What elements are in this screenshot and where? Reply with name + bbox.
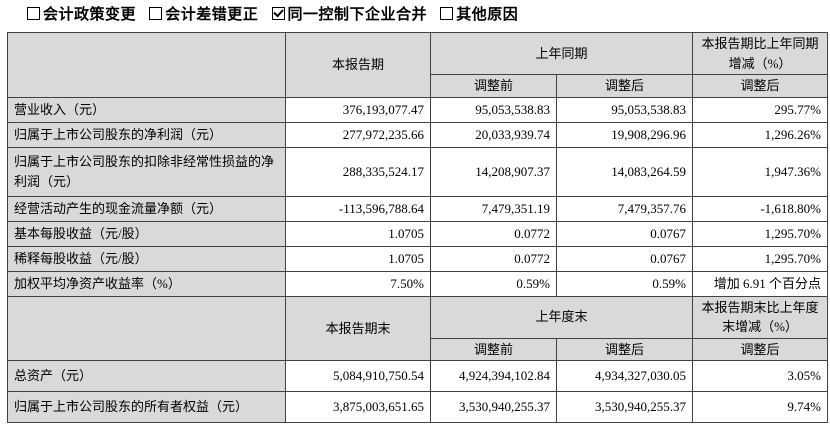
checkbox-label: 其他原因 xyxy=(456,7,519,23)
value-before-adjust: 0.59% xyxy=(430,270,557,297)
row-label: 基本每股收益（元/股） xyxy=(7,220,286,247)
table-row-basic-eps: 基本每股收益（元/股） 1.0705 0.0772 0.0767 1,295.7… xyxy=(7,220,829,247)
value-after-adjust: 0.0767 xyxy=(555,245,694,272)
checkbox-unchecked-icon xyxy=(440,7,454,20)
value-before-adjust: 0.0772 xyxy=(430,245,557,272)
value-current: 1.0705 xyxy=(285,245,431,272)
value-before-adjust: 7,479,351.19 xyxy=(430,195,557,222)
value-current: 7.50% xyxy=(285,270,431,297)
table-row-net-profit: 归属于上市公司股东的净利润（元） 277,972,235.66 20,033,9… xyxy=(7,121,829,148)
row-label: 经营活动产生的现金流量净额（元） xyxy=(7,195,286,222)
value-change: 3.05% xyxy=(692,360,829,392)
header-before-adjust: 调整前 xyxy=(430,337,557,361)
value-before-adjust: 20,033,939.74 xyxy=(430,121,557,148)
row-label: 总资产（元） xyxy=(7,360,286,392)
checkbox-item-error-correction: 会计差错更正 xyxy=(149,7,258,23)
value-after-adjust: 14,083,264.59 xyxy=(555,146,694,197)
table-row-revenue: 营业收入（元） 376,193,077.47 95,053,538.83 95,… xyxy=(7,96,829,123)
row-label: 营业收入（元） xyxy=(7,96,286,123)
header-before-adjust: 调整前 xyxy=(430,74,557,98)
value-before-adjust: 14,208,907.37 xyxy=(430,146,557,197)
header-current-period-end: 本报告期末 xyxy=(285,295,431,361)
value-change: -1,618.80% xyxy=(692,195,829,222)
header-change-pct: 本报告期比上年同期增减（%） xyxy=(692,32,829,75)
header-after-adjust: 调整后 xyxy=(555,337,694,361)
value-current: 3,875,003,651.65 xyxy=(285,391,431,423)
checkbox-label: 同一控制下企业合并 xyxy=(287,7,428,23)
value-after-adjust: 7,479,357.76 xyxy=(555,195,694,222)
value-before-adjust: 95,053,538.83 xyxy=(430,96,557,123)
header-change-after-adjust: 调整后 xyxy=(692,337,829,361)
checkbox-item-other-reason: 其他原因 xyxy=(440,7,518,23)
value-after-adjust: 19,908,296.96 xyxy=(555,121,694,148)
value-current: 1.0705 xyxy=(285,220,431,247)
row-label: 归属于上市公司股东的净利润（元） xyxy=(7,121,286,148)
header-corner-cell xyxy=(7,32,286,98)
row-label: 归属于上市公司股东的所有者权益（元） xyxy=(7,391,286,423)
table-row-total-assets: 总资产（元） 5,084,910,750.54 4,924,394,102.84… xyxy=(7,360,829,392)
checkbox-item-common-control-merger: 同一控制下企业合并 xyxy=(271,7,428,23)
table-row-weighted-avg-roe: 加权平均净资产收益率（%） 7.50% 0.59% 0.59% 增加 6.91 … xyxy=(7,270,829,297)
value-after-adjust: 95,053,538.83 xyxy=(555,96,694,123)
value-after-adjust: 4,934,327,030.05 xyxy=(555,360,694,392)
checkbox-unchecked-icon xyxy=(149,7,163,20)
header-corner-cell xyxy=(7,295,286,361)
checkbox-label: 会计政策变更 xyxy=(43,7,137,23)
value-change: 9.74% xyxy=(692,391,829,423)
value-change: 1,296.26% xyxy=(692,121,829,148)
value-after-adjust: 3,530,940,255.37 xyxy=(555,391,694,423)
checkbox-item-policy-change: 会计政策变更 xyxy=(27,7,136,23)
table-row-diluted-eps: 稀释每股收益（元/股） 1.0705 0.0772 0.0767 1,295.7… xyxy=(7,245,829,272)
value-change: 增加 6.91 个百分点 xyxy=(692,270,829,297)
value-change: 1,295.70% xyxy=(692,220,829,247)
checkbox-label: 会计差错更正 xyxy=(165,7,259,23)
header-after-adjust: 调整后 xyxy=(555,74,694,98)
table-row-net-profit-excl-nonrecurring: 归属于上市公司股东的扣除非经常性损益的净利润（元） 288,335,524.17… xyxy=(7,146,829,197)
value-after-adjust: 0.0767 xyxy=(555,220,694,247)
table-row-operating-cash-flow: 经营活动产生的现金流量净额（元） -113,596,788.64 7,479,3… xyxy=(7,195,829,222)
value-before-adjust: 0.0772 xyxy=(430,220,557,247)
value-current: 5,084,910,750.54 xyxy=(285,360,431,392)
checkbox-checked-icon xyxy=(271,7,285,20)
row-label: 归属于上市公司股东的扣除非经常性损益的净利润（元） xyxy=(7,146,286,197)
header-prior-period: 上年同期 xyxy=(429,32,694,75)
value-before-adjust: 3,530,940,255.37 xyxy=(430,391,557,423)
header-change-after-adjust: 调整后 xyxy=(692,74,829,98)
checkbox-unchecked-icon xyxy=(27,7,40,20)
accounting-change-checkbox-row: 会计政策变更 会计差错更正 同一控制下企业合并 其他原因 xyxy=(27,3,830,24)
value-change: 1,295.70% xyxy=(692,245,829,272)
value-current: 376,193,077.47 xyxy=(285,96,431,123)
header-prior-year-end: 上年度末 xyxy=(429,295,694,339)
header-current-period: 本报告期 xyxy=(285,32,431,98)
header-change-pct-period-end: 本报告期末比上年度末增减（%） xyxy=(692,295,829,339)
value-after-adjust: 0.59% xyxy=(555,270,694,297)
value-change: 295.77% xyxy=(692,96,829,123)
value-change: 1,947.36% xyxy=(692,146,829,197)
value-current: 277,972,235.66 xyxy=(285,121,431,148)
financial-summary-table: 本报告期 上年同期 本报告期比上年同期增减（%） 调整前 调整后 调整后 营业收… xyxy=(7,32,829,423)
value-before-adjust: 4,924,394,102.84 xyxy=(430,360,557,392)
value-current: -113,596,788.64 xyxy=(285,195,431,222)
table-row-equity-attributable-to-shareholders: 归属于上市公司股东的所有者权益（元） 3,875,003,651.65 3,53… xyxy=(7,391,829,423)
row-label: 加权平均净资产收益率（%） xyxy=(7,270,286,297)
row-label: 稀释每股收益（元/股） xyxy=(7,245,286,272)
value-current: 288,335,524.17 xyxy=(285,146,431,197)
